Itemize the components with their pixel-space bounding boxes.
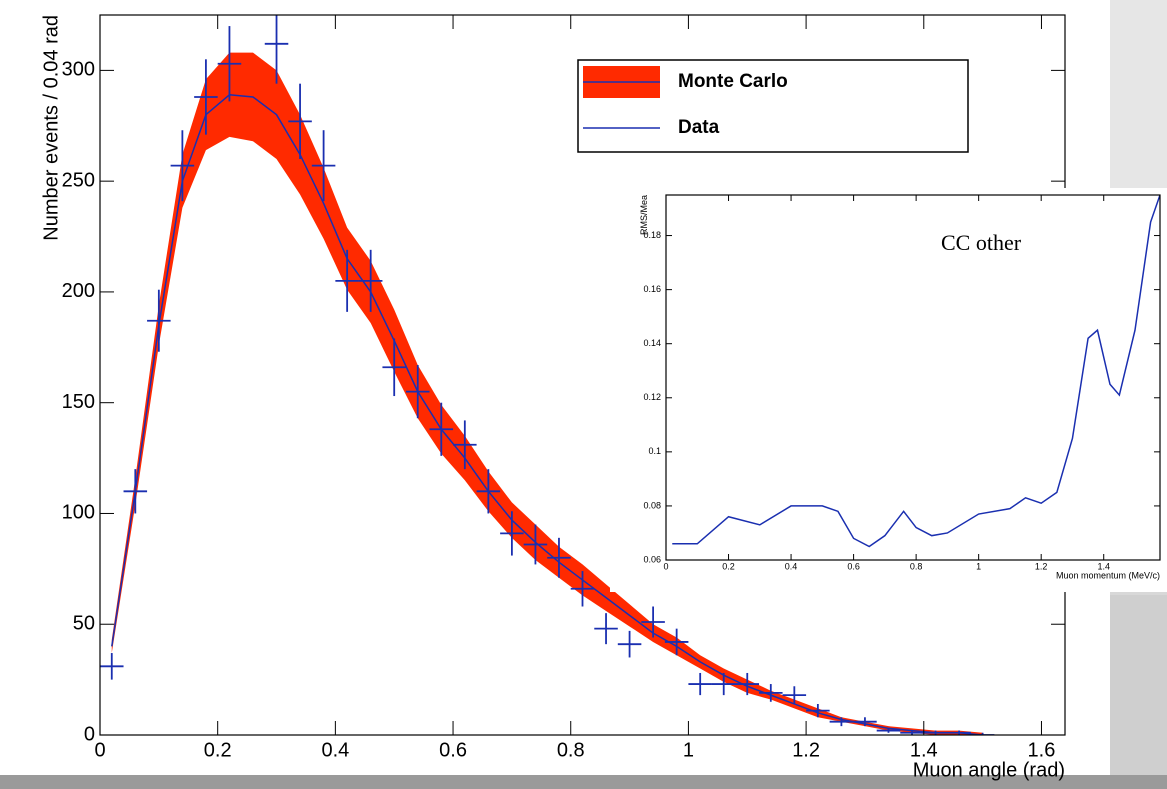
x-tick-label: 0.4 bbox=[321, 739, 349, 761]
y-tick-label: 0.14 bbox=[643, 338, 661, 348]
y-tick-label: 50 bbox=[73, 613, 95, 635]
x-tick-label: 0.6 bbox=[847, 562, 860, 572]
y-tick-label: 0.08 bbox=[643, 500, 661, 510]
x-tick-label: 0.2 bbox=[722, 562, 735, 572]
inset-background bbox=[610, 188, 1167, 592]
mc-band bbox=[111, 52, 983, 735]
line bbox=[111, 93, 983, 735]
y-tick-label: 0.1 bbox=[648, 446, 661, 456]
plot-area bbox=[100, 15, 995, 735]
y-tick-label: 0.12 bbox=[643, 392, 661, 402]
y-tick-label: 0.18 bbox=[643, 230, 661, 240]
background-photo bbox=[1110, 595, 1167, 789]
x-tick-label: 0.2 bbox=[204, 739, 232, 761]
line bbox=[672, 195, 1160, 548]
x-tick-label: 1.2 bbox=[792, 739, 820, 761]
bottom-strip bbox=[0, 775, 1167, 789]
x-tick-label: 1.4 bbox=[1097, 562, 1110, 572]
y-tick-label: 300 bbox=[62, 59, 95, 81]
x-axis-label: Muon angle (rad) bbox=[913, 759, 1065, 781]
y-tick-label: 250 bbox=[62, 169, 95, 191]
legend-label: Monte Carlo bbox=[678, 71, 788, 92]
plot-area bbox=[672, 195, 1160, 548]
x-tick-label: 0 bbox=[663, 562, 668, 572]
y-tick-label: 200 bbox=[62, 280, 95, 302]
x-tick-label: 0.4 bbox=[785, 562, 798, 572]
y-tick-label: 0.06 bbox=[643, 554, 661, 564]
y-tick-label: 0 bbox=[84, 723, 95, 745]
y-axis-label: Number events / 0.04 rad bbox=[40, 15, 62, 241]
x-tick-label: 1.6 bbox=[1028, 739, 1056, 761]
x-axis-label: Muon momentum (MeV/c) bbox=[1056, 571, 1160, 581]
x-tick-label: 0 bbox=[94, 739, 105, 761]
x-tick-label: 1.4 bbox=[910, 739, 938, 761]
legend-label: Data bbox=[678, 117, 720, 138]
background-photo bbox=[1110, 0, 1167, 190]
x-tick-label: 0.6 bbox=[439, 739, 467, 761]
x-tick-label: 0.8 bbox=[910, 562, 923, 572]
x-tick-label: 1 bbox=[976, 562, 981, 572]
x-tick-label: 0.8 bbox=[557, 739, 585, 761]
x-tick-label: 1.2 bbox=[1035, 562, 1048, 572]
x-tick-label: 1 bbox=[683, 739, 694, 761]
y-axis-label: RMS/Mea bbox=[639, 195, 649, 235]
y-tick-label: 0.16 bbox=[643, 284, 661, 294]
y-tick-label: 100 bbox=[62, 502, 95, 524]
frame bbox=[665, 194, 1161, 561]
annotation: CC other bbox=[941, 230, 1022, 255]
y-tick-label: 150 bbox=[62, 391, 95, 413]
